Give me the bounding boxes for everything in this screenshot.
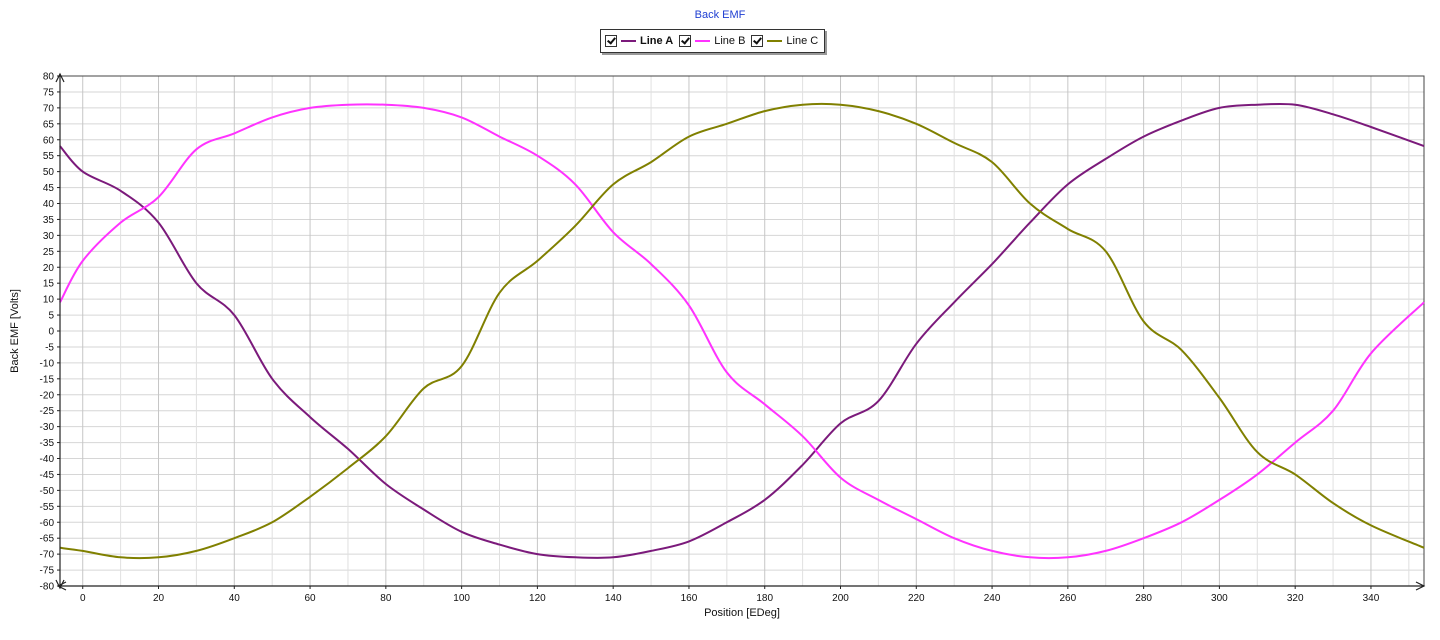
x-tick-label: 220	[908, 593, 925, 604]
y-axis-arrow-top	[55, 72, 65, 83]
x-tick-label: 140	[605, 593, 622, 604]
x-axis-title: Position [EDeg]	[704, 607, 780, 619]
y-tick-label: 5	[48, 311, 54, 322]
y-tick-label: -30	[40, 422, 55, 433]
y-axis-title: Back EMF [Volts]	[9, 289, 21, 373]
x-tick-label: 180	[756, 593, 773, 604]
y-tick-label: 75	[43, 87, 55, 98]
y-tick-label: -20	[40, 390, 55, 401]
y-tick-label: 50	[43, 167, 55, 178]
y-tick-label: -25	[40, 406, 55, 417]
x-axis-arrow-right	[1415, 581, 1426, 591]
legend: Line A Line B Line C	[600, 29, 826, 53]
series-line-line-b	[59, 103, 1425, 560]
x-tick-label: 260	[1060, 593, 1077, 604]
y-tick-label: -40	[40, 454, 55, 465]
x-tick-label: 240	[984, 593, 1001, 604]
chart-title: Back EMF	[694, 9, 746, 21]
x-tick-label: 40	[229, 593, 241, 604]
y-tick-label: 65	[43, 119, 55, 130]
y-tick-label: 55	[43, 151, 55, 162]
legend-checkbox-line-c[interactable]	[751, 35, 764, 47]
y-tick-label: 60	[43, 135, 55, 146]
y-tick-label: 80	[43, 72, 55, 83]
x-tick-label: 200	[832, 593, 849, 604]
x-tick-label: 120	[529, 593, 546, 604]
x-tick-label: 20	[153, 593, 165, 604]
y-tick-label: 25	[43, 247, 55, 258]
legend-checkbox-line-b[interactable]	[679, 35, 692, 47]
y-tick-label: 70	[43, 103, 55, 114]
legend-item-line-a[interactable]: Line A	[605, 35, 673, 47]
axes	[55, 72, 1426, 591]
y-tick-label: -5	[45, 342, 54, 353]
legend-item-line-b[interactable]: Line B	[679, 35, 745, 47]
y-tick-label: -55	[40, 502, 55, 513]
x-tick-label: 60	[305, 593, 317, 604]
legend-label-line-c: Line C	[786, 35, 819, 47]
x-tick-label: 80	[380, 593, 392, 604]
y-tick-label: 0	[48, 327, 54, 338]
legend-swatch-line-b	[695, 40, 711, 42]
x-tick-label: 160	[681, 593, 698, 604]
grid	[60, 75, 1424, 587]
y-tick-label: -10	[40, 358, 55, 369]
x-tick-label: 0	[80, 593, 86, 604]
y-tick-label: -45	[40, 470, 55, 481]
y-tick-label: -60	[40, 518, 55, 529]
y-tick-label: -15	[40, 374, 55, 385]
y-tick-label: -35	[40, 438, 55, 449]
legend-item-line-c[interactable]: Line C	[751, 35, 818, 47]
y-tick-label: 35	[43, 215, 55, 226]
legend-swatch-line-a	[621, 40, 636, 42]
y-tick-label: 45	[43, 183, 55, 194]
legend-checkbox-line-a[interactable]	[605, 35, 617, 47]
y-tick-label: -80	[40, 582, 55, 593]
y-tick-label: 20	[43, 263, 55, 274]
x-tick-label: 100	[453, 593, 470, 604]
x-tick-label: 320	[1287, 593, 1304, 604]
y-tick-label: -75	[40, 566, 55, 577]
y-tick-label: -65	[40, 534, 55, 545]
series-line-line-a	[59, 102, 1425, 559]
legend-label-line-b: Line B	[714, 35, 746, 47]
x-tick-label: 340	[1363, 593, 1380, 604]
legend-label-line-a: Line A	[640, 35, 674, 47]
y-tick-label: 15	[43, 279, 55, 290]
series-layer	[59, 102, 1425, 560]
y-tick-label: -50	[40, 486, 55, 497]
legend-swatch-line-c	[767, 40, 783, 42]
y-tick-labels: 80757065605550454035302520151050-5-10-15…	[40, 72, 60, 593]
x-tick-labels: 0 20 40 60 80 100 120 140 160 180 200 220 240 260 280 3…	[80, 586, 1380, 604]
series-line-line-c	[59, 102, 1425, 560]
y-tick-label: -70	[40, 550, 55, 561]
x-tick-label: 280	[1135, 593, 1152, 604]
y-tick-label: 40	[43, 199, 55, 210]
x-tick-label: 300	[1211, 593, 1228, 604]
y-tick-label: 30	[43, 231, 55, 242]
y-axis-arrow-bottom	[55, 579, 65, 590]
y-tick-label: 10	[43, 295, 55, 306]
